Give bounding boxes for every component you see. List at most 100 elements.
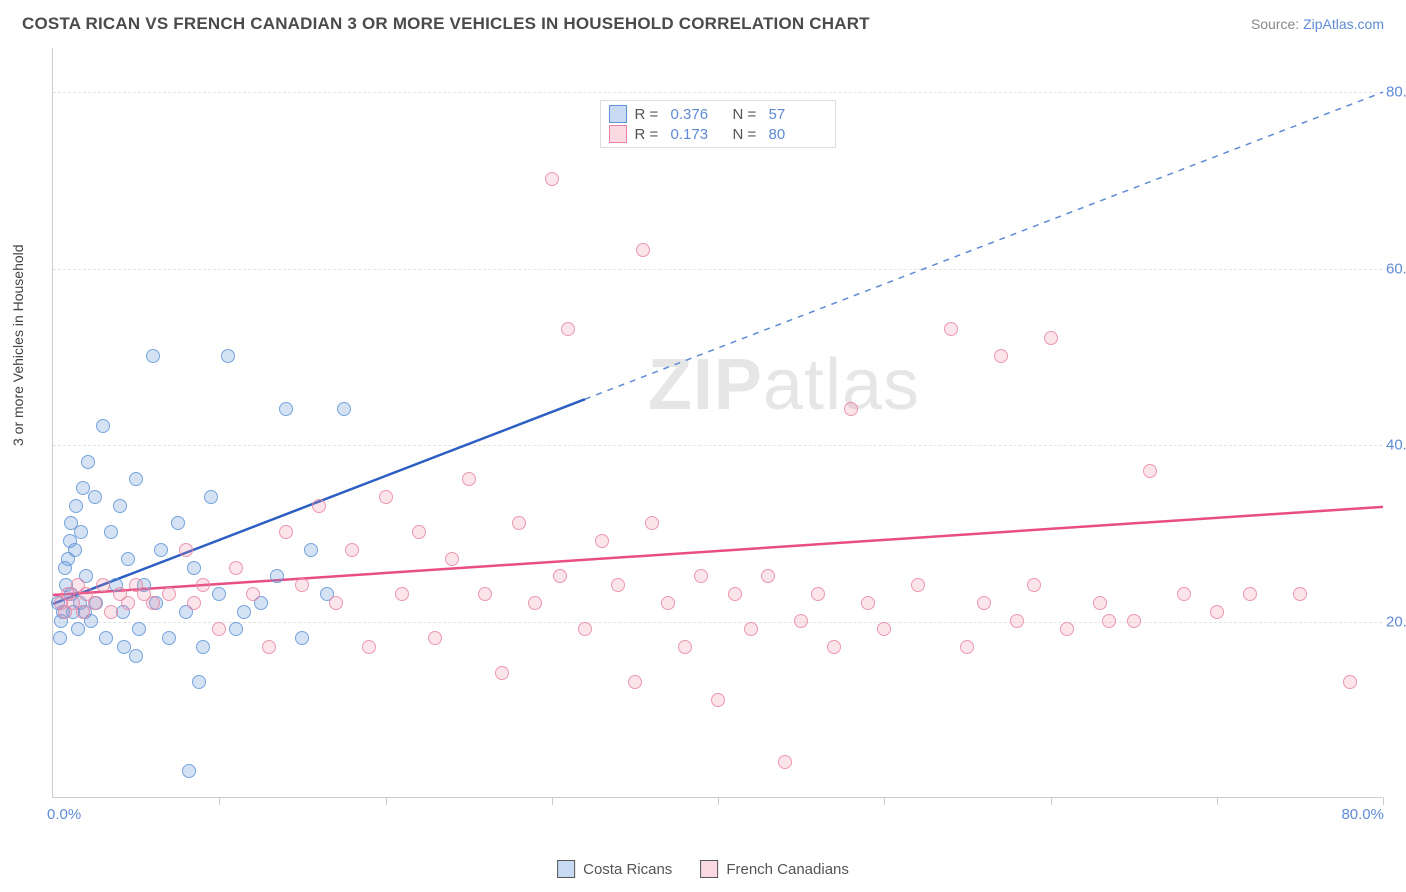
stats-legend: R = 0.376 N = 57 R = 0.173 N = 80 — [600, 100, 836, 148]
data-point — [478, 587, 492, 601]
data-point — [192, 675, 206, 689]
chart-title: COSTA RICAN VS FRENCH CANADIAN 3 OR MORE… — [22, 14, 870, 34]
data-point — [329, 596, 343, 610]
data-point — [113, 499, 127, 513]
data-point — [1143, 464, 1157, 478]
data-point — [595, 534, 609, 548]
y-tick-label: 60.0% — [1386, 260, 1406, 277]
data-point — [778, 755, 792, 769]
data-point — [1044, 331, 1058, 345]
data-point — [661, 596, 675, 610]
data-point — [154, 543, 168, 557]
data-point — [578, 622, 592, 636]
data-point — [345, 543, 359, 557]
data-point — [69, 499, 83, 513]
y-tick-label: 20.0% — [1386, 613, 1406, 630]
data-point — [187, 596, 201, 610]
data-point — [262, 640, 276, 654]
data-point — [553, 569, 567, 583]
data-point — [1177, 587, 1191, 601]
data-point — [1343, 675, 1357, 689]
data-point — [96, 419, 110, 433]
data-point — [187, 561, 201, 575]
data-point — [229, 561, 243, 575]
data-point — [561, 322, 575, 336]
data-point — [162, 631, 176, 645]
data-point — [728, 587, 742, 601]
data-point — [304, 543, 318, 557]
data-point — [129, 472, 143, 486]
data-point — [74, 525, 88, 539]
stats-row-blue: R = 0.376 N = 57 — [609, 104, 823, 124]
trend-lines — [53, 48, 1382, 797]
data-point — [445, 552, 459, 566]
data-point — [844, 402, 858, 416]
data-point — [744, 622, 758, 636]
data-point — [53, 631, 67, 645]
data-point — [81, 455, 95, 469]
data-point — [279, 402, 293, 416]
chart-plot-area: ZIPatlas R = 0.376 N = 57 R = 0.173 N = … — [52, 48, 1382, 798]
data-point — [428, 631, 442, 645]
data-point — [1243, 587, 1257, 601]
data-point — [1027, 578, 1041, 592]
data-point — [877, 622, 891, 636]
data-point — [1127, 614, 1141, 628]
data-point — [71, 622, 85, 636]
bottom-legend: Costa Ricans French Canadians — [557, 860, 849, 878]
data-point — [1010, 614, 1024, 628]
data-point — [146, 349, 160, 363]
source-link[interactable]: ZipAtlas.com — [1303, 16, 1384, 32]
data-point — [162, 587, 176, 601]
data-point — [179, 543, 193, 557]
data-point — [960, 640, 974, 654]
data-point — [221, 349, 235, 363]
y-tick-label: 40.0% — [1386, 437, 1406, 454]
data-point — [678, 640, 692, 654]
data-point — [395, 587, 409, 601]
data-point — [611, 578, 625, 592]
data-point — [246, 587, 260, 601]
data-point — [1102, 614, 1116, 628]
data-point — [96, 578, 110, 592]
data-point — [104, 605, 118, 619]
data-point — [495, 666, 509, 680]
data-point — [132, 622, 146, 636]
data-point — [295, 631, 309, 645]
data-point — [1060, 622, 1074, 636]
data-point — [129, 649, 143, 663]
data-point — [1210, 605, 1224, 619]
data-point — [229, 622, 243, 636]
data-point — [68, 543, 82, 557]
x-max-label: 80.0% — [1341, 806, 1384, 823]
data-point — [628, 675, 642, 689]
legend-item-blue: Costa Ricans — [557, 860, 672, 878]
y-axis-label: 3 or more Vehicles in Household — [10, 244, 26, 446]
swatch-blue-icon — [557, 860, 575, 878]
data-point — [212, 622, 226, 636]
data-point — [827, 640, 841, 654]
data-point — [794, 614, 808, 628]
data-point — [121, 596, 135, 610]
swatch-pink-icon — [609, 125, 627, 143]
data-point — [512, 516, 526, 530]
data-point — [279, 525, 293, 539]
data-point — [944, 322, 958, 336]
data-point — [337, 402, 351, 416]
data-point — [204, 490, 218, 504]
data-point — [412, 525, 426, 539]
data-point — [1293, 587, 1307, 601]
data-point — [711, 693, 725, 707]
data-point — [88, 490, 102, 504]
swatch-blue-icon — [609, 105, 627, 123]
stats-row-pink: R = 0.173 N = 80 — [609, 124, 823, 144]
data-point — [99, 631, 113, 645]
data-point — [379, 490, 393, 504]
data-point — [636, 243, 650, 257]
data-point — [645, 516, 659, 530]
data-point — [1093, 596, 1107, 610]
data-point — [121, 552, 135, 566]
data-point — [761, 569, 775, 583]
data-point — [911, 578, 925, 592]
source: Source: ZipAtlas.com — [1251, 16, 1384, 32]
